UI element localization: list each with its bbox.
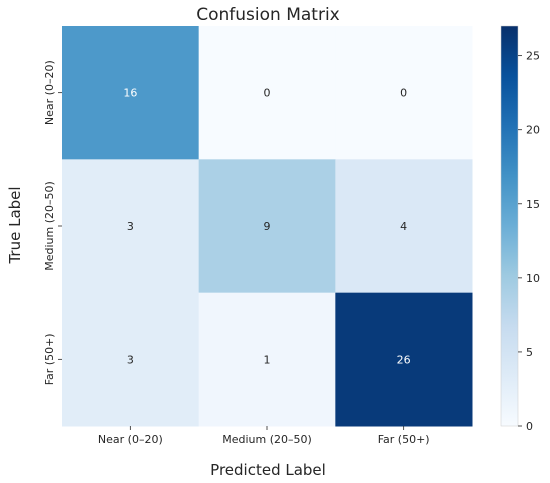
y-tick-label-1: Medium (20–50) [43, 181, 56, 271]
cell-value-r0-c2: 0 [400, 87, 407, 100]
heatmap-cell-r1-c2 [335, 159, 473, 294]
chart-title: Confusion Matrix [196, 5, 340, 25]
heatmap-cell-r0-c2 [335, 26, 473, 160]
colorbar-tick-label-4: 20 [526, 124, 540, 137]
cell-value-r2-c1: 1 [264, 353, 271, 366]
y-tick-label-2: Far (50+) [43, 333, 56, 385]
cell-value-r2-c0: 3 [127, 353, 134, 366]
heatmap-cell-labels: 16 0 0 3 9 4 3 1 26 [123, 87, 410, 367]
colorbar-tick-label-3: 15 [526, 198, 540, 211]
cell-value-r1-c2: 4 [400, 220, 407, 233]
x-axis-label: Predicted Label [210, 461, 326, 479]
heatmap-cell-r0-c1 [198, 26, 336, 160]
x-tick-label-0: Near (0–20) [98, 433, 163, 446]
colorbar-tick-label-0: 0 [526, 420, 533, 433]
heatmap-cell-r2-c0 [62, 292, 200, 427]
heatmap-cell-r1-c0 [62, 159, 200, 294]
cell-value-r1-c1: 9 [264, 220, 271, 233]
heatmap-cell-r2-c1 [198, 292, 336, 427]
x-tick-label-1: Medium (20–50) [222, 433, 312, 446]
colorbar [500, 25, 519, 427]
x-tick-label-2: Far (50+) [378, 433, 430, 446]
heatmap-cell-r2-c2 [335, 292, 473, 427]
cell-value-r2-c2: 26 [397, 353, 411, 366]
heatmap-cell-r1-c1 [198, 159, 336, 294]
cell-value-r0-c0: 16 [123, 87, 137, 100]
colorbar-tick-label-5: 25 [526, 50, 540, 63]
y-axis-label: True Label [6, 186, 24, 264]
colorbar-tick-label-1: 5 [526, 346, 533, 359]
colorbar-tick-label-2: 10 [526, 272, 540, 285]
cell-value-r0-c1: 0 [264, 87, 271, 100]
heatmap-cells [62, 26, 473, 427]
y-tick-label-0: Near (0–20) [43, 60, 56, 125]
x-axis-ticks: Near (0–20) Medium (20–50) Far (50+) [98, 426, 430, 446]
colorbar-ticks: 0 5 10 15 20 25 [518, 50, 540, 433]
cell-value-r1-c0: 3 [127, 220, 134, 233]
heatmap-cell-r0-c0 [62, 26, 200, 160]
y-axis-ticks: Near (0–20) Medium (20–50) Far (50+) [43, 60, 62, 385]
